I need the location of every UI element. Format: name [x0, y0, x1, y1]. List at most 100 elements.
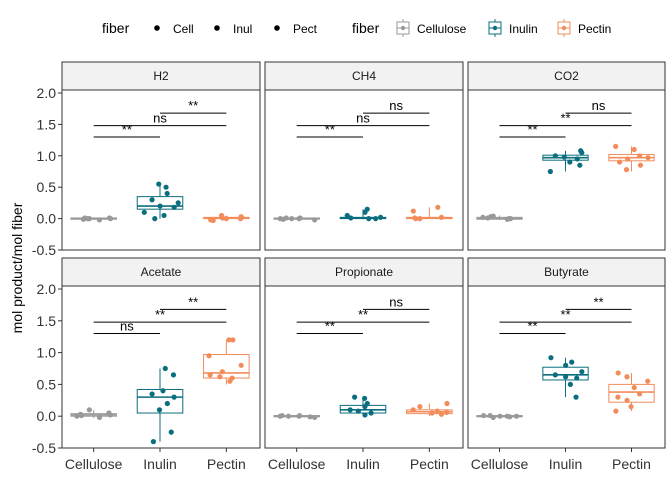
x-tick-label: Pectin [207, 456, 246, 472]
legend-shape-label: Cell [173, 22, 194, 36]
data-point [485, 215, 491, 221]
facet-panel-frame [264, 89, 464, 251]
data-point [279, 412, 285, 419]
data-point [504, 413, 510, 419]
significance-label: ** [325, 122, 335, 137]
legend-shape-label: Inul [233, 22, 252, 36]
facet-strip-title: Acetate [141, 265, 182, 279]
data-point [434, 408, 440, 414]
data-point [624, 397, 630, 403]
data-point [218, 212, 225, 219]
data-point [613, 143, 619, 149]
boxplot-cellulose [273, 215, 320, 223]
data-point [171, 204, 177, 210]
facet-panel: Propionate ** ** ns Cellulose Inulin Pectin [264, 257, 464, 472]
data-point [552, 153, 558, 159]
data-point [170, 372, 177, 378]
data-point [631, 146, 637, 153]
x-tick-label: Inulin [143, 456, 176, 472]
data-point [149, 391, 155, 397]
box-body [136, 196, 184, 210]
facet-strip-title: Butyrate [544, 265, 589, 279]
data-point [355, 408, 361, 414]
boxplot-inulin [542, 355, 589, 400]
data-point [412, 215, 418, 221]
data-point [561, 154, 567, 160]
legend-color-label: Inulin [509, 22, 538, 36]
data-point [210, 217, 216, 224]
data-point [574, 375, 580, 381]
significance-label: ** [593, 294, 603, 309]
data-point [171, 394, 177, 400]
y-tick-label: 1.5 [37, 116, 57, 132]
data-point [578, 148, 584, 154]
significance-label: ** [560, 111, 570, 126]
significance-label: ** [122, 122, 132, 137]
box-body [136, 388, 184, 414]
data-point [563, 362, 569, 368]
significance-label: ns [389, 294, 403, 309]
data-point [562, 374, 569, 380]
significance-label: ns [356, 111, 370, 126]
boxplot-inulin [339, 394, 387, 418]
significance-label: ** [325, 319, 335, 334]
data-point [164, 190, 170, 197]
boxplot-inulin [136, 181, 184, 222]
data-point [86, 407, 92, 413]
data-point [219, 369, 225, 375]
data-point [444, 400, 450, 407]
data-point [613, 408, 619, 414]
x-tick-label: Inulin [346, 456, 379, 472]
data-point [217, 374, 223, 380]
data-point [364, 400, 370, 407]
y-tick-label: 0.0 [37, 408, 57, 424]
data-point [368, 410, 374, 416]
facet-strip [467, 257, 666, 287]
data-point [645, 155, 651, 161]
boxplot-cellulose [476, 213, 523, 222]
y-tick-label: 2.0 [37, 85, 57, 101]
data-point [637, 162, 644, 168]
facet-panel-frame [467, 89, 666, 251]
data-point [78, 412, 85, 419]
x-tick-label: Cellulose [471, 456, 529, 472]
facet-panel-frame [61, 285, 261, 449]
boxplot-cellulose [476, 412, 523, 421]
data-point [410, 208, 416, 214]
boxplot-cellulose [273, 412, 320, 421]
facet-strip-title: CH4 [352, 69, 376, 83]
box-body [203, 354, 250, 379]
data-point [207, 372, 213, 378]
data-point [637, 153, 643, 159]
data-point [361, 395, 368, 401]
data-point [615, 394, 621, 400]
x-tick-label: Cellulose [65, 456, 123, 472]
data-point [552, 372, 558, 378]
y-tick-label: 0.0 [37, 211, 57, 227]
y-tick-label: 0.5 [37, 179, 57, 195]
data-point [506, 216, 512, 222]
legend-shape-marker [214, 25, 220, 31]
facet-strip [264, 61, 464, 91]
data-point [238, 214, 244, 220]
data-point [106, 410, 112, 416]
data-point [631, 384, 637, 391]
significance-label: ns [389, 98, 403, 113]
data-point [162, 365, 168, 372]
facet-panel: Acetate ns ** ** -0.5 0.0 0.5 1.0 1.5 2.0 Cellulos… [32, 257, 261, 472]
boxplot-pectin [203, 337, 250, 385]
data-point [429, 410, 435, 416]
facet-strip-title: Propionate [335, 265, 393, 279]
data-point [312, 414, 318, 421]
y-tick-label: 2.0 [37, 281, 57, 297]
boxplot-pectin [608, 370, 655, 414]
legend-color-title: fiber [352, 20, 380, 36]
data-point [628, 404, 634, 410]
legend: fiber Cell Inul Pect fiber Cellulose Inulin… [102, 19, 611, 37]
data-point [617, 159, 623, 165]
data-point [497, 413, 503, 419]
data-point [443, 409, 450, 415]
legend-color-label: Pectin [578, 22, 611, 36]
facet-strip-title: H2 [153, 69, 169, 83]
